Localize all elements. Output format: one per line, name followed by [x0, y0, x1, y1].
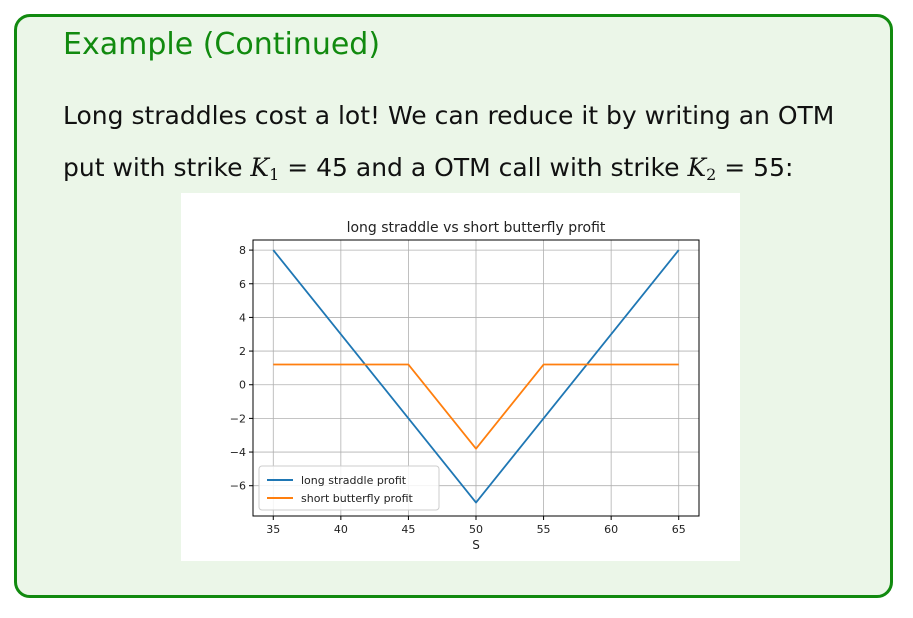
k1-symbol: K [250, 153, 270, 182]
series-line-2 [273, 363, 679, 450]
x-tick-label: 50 [469, 523, 483, 536]
chart-legend: long straddle profit short butterfly prof… [258, 465, 440, 511]
series-line-1 [272, 249, 680, 504]
y-tick-label: −4 [230, 446, 246, 459]
x-tick-label: 35 [266, 523, 280, 536]
series-lines [272, 249, 680, 504]
x-axis-label: S [472, 538, 480, 552]
axis-ticks: 35 40 45 50 55 60 65 −6 −4 −2 0 2 4 6 8 [230, 244, 686, 536]
x-tick-label: 45 [401, 523, 415, 536]
x-tick-label: 40 [334, 523, 348, 536]
block-title: Example (Continued) [63, 27, 381, 62]
profit-chart: 35 40 45 50 55 60 65 −6 −4 −2 0 2 4 6 8 long straddle … [230, 220, 700, 552]
chart-figure: 35 40 45 50 55 60 65 −6 −4 −2 0 2 4 6 8 long straddle … [181, 193, 740, 561]
y-tick-label: 8 [239, 244, 246, 257]
legend-label-2: short butterfly profit [301, 492, 413, 505]
k2-subscript: 2 [706, 165, 717, 184]
k2-equation: = 55: [716, 153, 794, 182]
paragraph-line-2: put with strike K1 = 45 and a OTM call w… [63, 155, 793, 183]
y-tick-label: −6 [230, 480, 246, 493]
legend-label-1: long straddle profit [301, 474, 407, 487]
y-tick-label: 4 [239, 311, 246, 324]
legend-box [258, 465, 440, 511]
k2-symbol: K [687, 153, 707, 182]
x-tick-label: 55 [537, 523, 551, 536]
x-tick-label: 60 [604, 523, 618, 536]
chart-title: long straddle vs short butterfly profit [347, 220, 606, 236]
y-tick-label: 0 [239, 379, 246, 392]
k1-subscript: 1 [269, 165, 280, 184]
x-tick-label: 65 [672, 523, 686, 536]
y-tick-label: −2 [230, 412, 246, 425]
line2-text-a: put with strike [63, 153, 251, 182]
y-tick-label: 2 [239, 345, 246, 358]
k1-equation: = 45 and a OTM call with strike [279, 153, 688, 182]
paragraph-line-1: Long straddles cost a lot! We can reduce… [63, 101, 835, 130]
y-tick-label: 6 [239, 278, 246, 291]
